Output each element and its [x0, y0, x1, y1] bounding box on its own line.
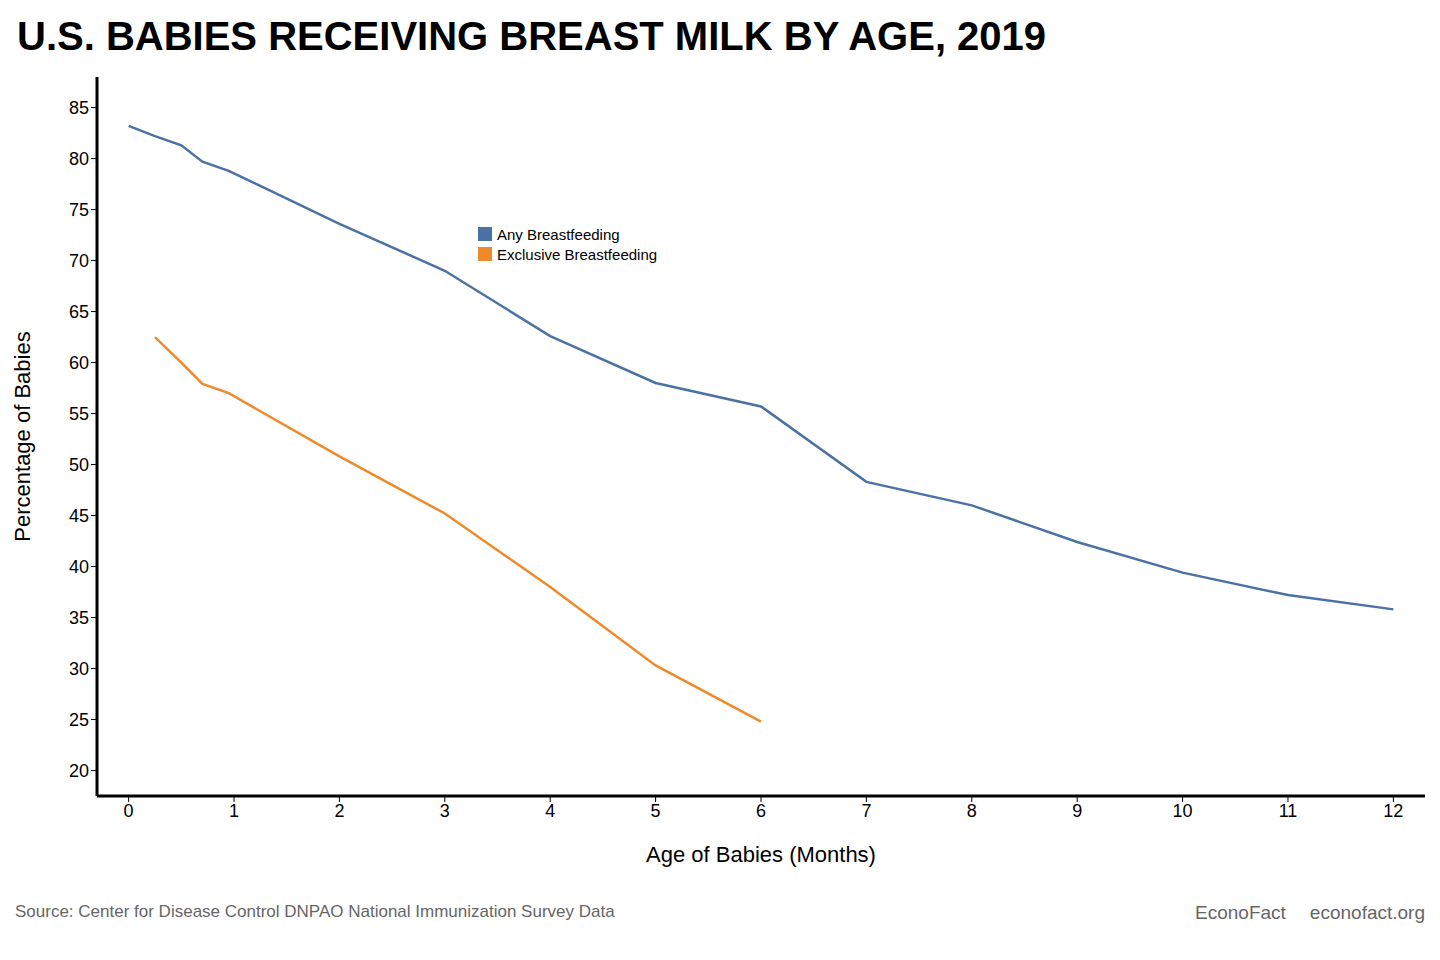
- svg-text:25: 25: [69, 710, 89, 730]
- html-text:Exclusive Breastfeeding: Exclusive Breastfeeding: [497, 245, 658, 263]
- svg-text:35: 35: [69, 608, 89, 628]
- svg-text:20: 20: [69, 761, 89, 781]
- svg-text:45: 45: [69, 506, 89, 526]
- svg-text:5: 5: [651, 801, 661, 821]
- html-text:Any Breastfeeding: Any Breastfeeding: [497, 225, 620, 243]
- svg-text:Percentage of Babies: Percentage of Babies: [10, 331, 35, 541]
- svg-text:9: 9: [1072, 801, 1082, 821]
- svg-text:8: 8: [967, 801, 977, 821]
- svg-text:11: 11: [1279, 801, 1298, 821]
- svg-text:75: 75: [69, 200, 89, 220]
- svg-text:50: 50: [69, 455, 89, 475]
- svg-text:4: 4: [545, 801, 555, 821]
- svg-text:60: 60: [69, 353, 89, 373]
- svg-text:30: 30: [69, 659, 89, 679]
- html-text:econofact.org: econofact.org: [1309, 902, 1425, 923]
- svg-text:55: 55: [69, 404, 89, 424]
- svg-text:10: 10: [1173, 801, 1193, 821]
- svg-text:70: 70: [69, 251, 89, 271]
- svg-text:1: 1: [229, 801, 239, 821]
- html-text:U.S. BABIES RECEIVING BREAST M: U.S. BABIES RECEIVING BREAST MILK BY AGE…: [17, 14, 1047, 58]
- svg-text:40: 40: [69, 557, 89, 577]
- html-text:EconoFact: EconoFact: [1195, 902, 1286, 923]
- svg-text:Age of Babies (Months): Age of Babies (Months): [646, 842, 876, 867]
- svg-text:2: 2: [334, 801, 344, 821]
- svg-text:7: 7: [861, 801, 871, 821]
- svg-text:0: 0: [124, 801, 134, 821]
- svg-text:65: 65: [69, 302, 89, 322]
- svg-text:12: 12: [1383, 801, 1403, 821]
- svg-text:80: 80: [69, 149, 89, 169]
- svg-text:3: 3: [440, 801, 450, 821]
- html-text:Source: Center for Disease Con: Source: Center for Disease Control DNPAO…: [15, 902, 615, 921]
- svg-text:6: 6: [756, 801, 766, 821]
- svg-text:85: 85: [69, 98, 89, 118]
